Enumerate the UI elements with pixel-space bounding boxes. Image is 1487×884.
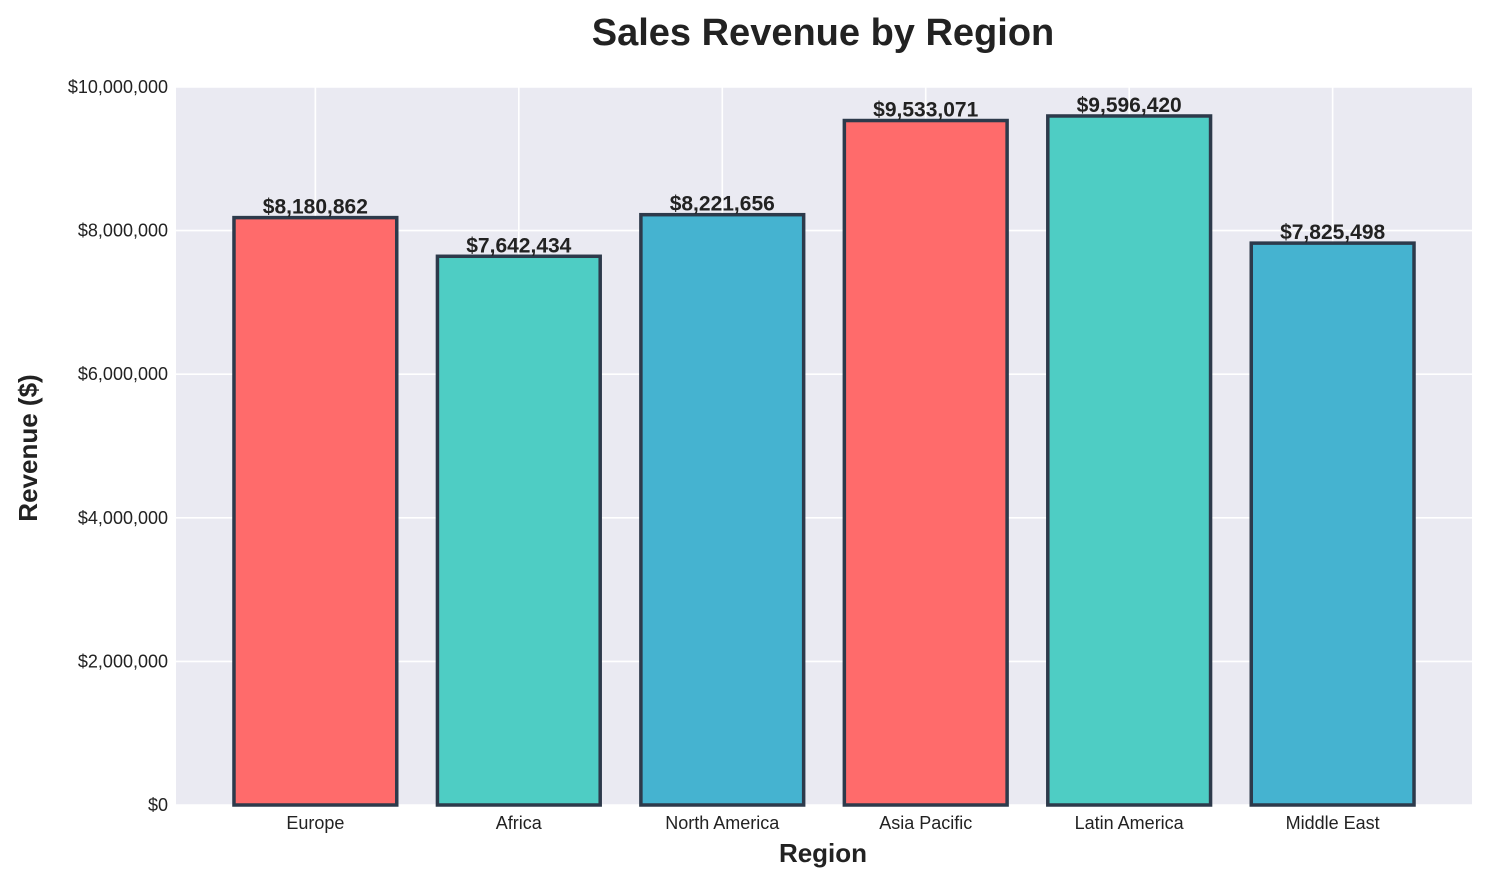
data-label: $8,180,862 <box>263 196 368 219</box>
data-labels: $8,180,862 $7,642,434 $8,221,656 $9,533,071… <box>263 94 1386 257</box>
y-tick-label: $6,000,000 <box>78 364 168 384</box>
data-label: $7,642,434 <box>466 234 571 257</box>
chart-title: Sales Revenue by Region <box>592 12 1055 54</box>
bars <box>232 114 1416 807</box>
data-label: $7,825,498 <box>1280 221 1385 244</box>
bar-north-america <box>639 212 806 807</box>
y-axis-title: Revenue ($) <box>13 374 43 521</box>
y-tick-label: $0 <box>148 795 168 815</box>
data-label: $9,596,420 <box>1077 94 1182 117</box>
bar-latin-america <box>1046 114 1213 807</box>
data-label: $9,533,071 <box>873 99 978 122</box>
data-label: $8,221,656 <box>670 193 775 216</box>
y-tick-label: $10,000,000 <box>68 77 168 97</box>
bar-middle-east <box>1249 241 1416 807</box>
y-axis-ticks: $0 $2,000,000 $4,000,000 $6,000,000 $8,000,0… <box>68 77 168 815</box>
x-axis-title: Region <box>779 838 867 868</box>
x-tick-label: Asia Pacific <box>879 813 972 833</box>
x-tick-label: Middle East <box>1286 813 1380 833</box>
y-tick-label: $2,000,000 <box>78 651 168 671</box>
x-tick-label: Europe <box>286 813 344 833</box>
x-axis-ticks: Europe Africa North America Asia Pacific Lat… <box>286 813 1379 833</box>
bar-europe <box>232 215 399 807</box>
x-tick-label: Africa <box>496 813 543 833</box>
x-tick-label: North America <box>665 813 780 833</box>
bar-asia-pacific <box>842 118 1009 807</box>
x-tick-label: Latin America <box>1075 813 1185 833</box>
y-tick-label: $8,000,000 <box>78 221 168 241</box>
bar-africa <box>435 254 602 807</box>
y-tick-label: $4,000,000 <box>78 508 168 528</box>
